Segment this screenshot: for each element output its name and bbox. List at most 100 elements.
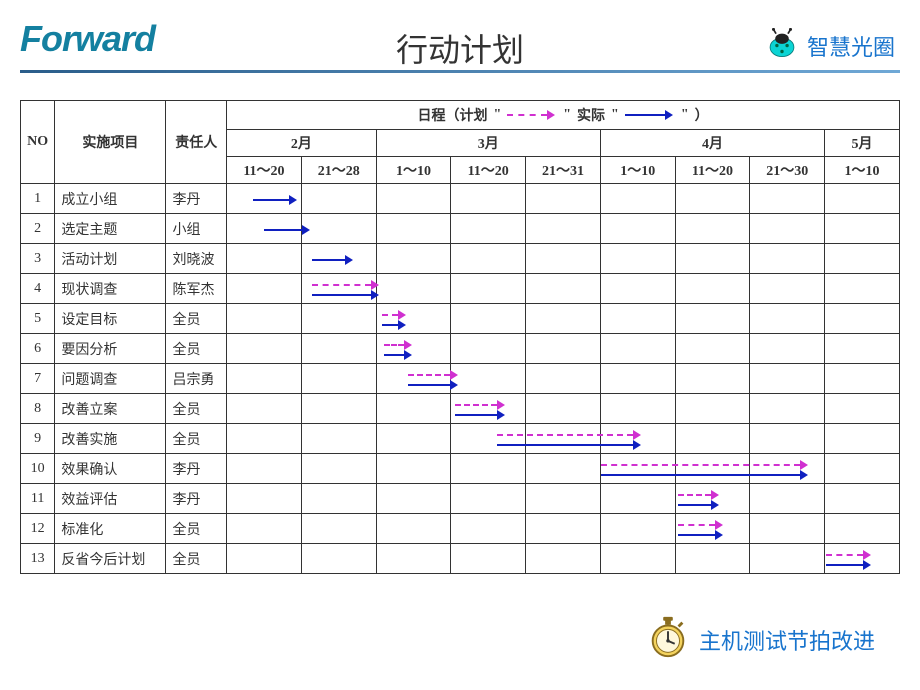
month-header: 4月 bbox=[600, 130, 824, 157]
cell-item: 标准化 bbox=[55, 514, 166, 544]
cell-item: 问题调查 bbox=[55, 364, 166, 394]
schedule-cell bbox=[526, 364, 601, 394]
subperiod-header: 11～20 bbox=[451, 157, 526, 184]
schedule-cell bbox=[227, 484, 302, 514]
footer-text: 主机测试节拍改进 bbox=[699, 624, 875, 656]
schedule-cell bbox=[227, 334, 302, 364]
ladybug-icon bbox=[765, 28, 799, 63]
schedule-cell bbox=[675, 304, 750, 334]
schedule-cell bbox=[675, 364, 750, 394]
schedule-cell bbox=[675, 244, 750, 274]
schedule-table-wrap: NO 实施项目 责任人 日程（计划 " " 实际 " " ） bbox=[20, 100, 900, 574]
table-row: 11效益评估李丹 bbox=[21, 484, 900, 514]
month-header: 3月 bbox=[376, 130, 600, 157]
cell-item: 选定主题 bbox=[55, 214, 166, 244]
schedule-cell bbox=[227, 544, 302, 574]
schedule-cell bbox=[526, 184, 601, 214]
subperiod-header: 11～20 bbox=[675, 157, 750, 184]
schedule-cell bbox=[825, 184, 900, 214]
top-right-badge: 智慧光圈 bbox=[765, 28, 895, 63]
schedule-cell bbox=[301, 394, 376, 424]
schedule-cell bbox=[526, 424, 601, 454]
col-item: 实施项目 bbox=[55, 101, 166, 184]
schedule-cell bbox=[825, 304, 900, 334]
schedule-cell bbox=[526, 544, 601, 574]
schedule-cell bbox=[301, 454, 376, 484]
schedule-cell bbox=[600, 454, 675, 484]
schedule-cell bbox=[301, 484, 376, 514]
table-row: 13反省今后计划全员 bbox=[21, 544, 900, 574]
schedule-cell bbox=[227, 514, 302, 544]
schedule-cell bbox=[526, 484, 601, 514]
cell-item: 活动计划 bbox=[55, 244, 166, 274]
table-row: 3活动计划刘晓波 bbox=[21, 244, 900, 274]
cell-no: 13 bbox=[21, 544, 55, 574]
cell-no: 4 bbox=[21, 274, 55, 304]
schedule-cell bbox=[376, 244, 451, 274]
cell-item: 改善实施 bbox=[55, 424, 166, 454]
schedule-cell bbox=[451, 214, 526, 244]
schedule-cell bbox=[750, 244, 825, 274]
schedule-cell bbox=[301, 274, 376, 304]
schedule-cell bbox=[376, 454, 451, 484]
schedule-cell bbox=[227, 424, 302, 454]
top-right-text: 智慧光圈 bbox=[807, 30, 895, 62]
schedule-cell bbox=[750, 484, 825, 514]
cell-item: 设定目标 bbox=[55, 304, 166, 334]
cell-owner: 全员 bbox=[166, 394, 227, 424]
legend-actual-label: 实际 bbox=[577, 105, 605, 125]
cell-item: 成立小组 bbox=[55, 184, 166, 214]
col-owner: 责任人 bbox=[166, 101, 227, 184]
table-row: 5设定目标全员 bbox=[21, 304, 900, 334]
table-row: 4现状调查陈军杰 bbox=[21, 274, 900, 304]
schedule-cell bbox=[825, 544, 900, 574]
schedule-cell bbox=[825, 454, 900, 484]
schedule-cell bbox=[376, 514, 451, 544]
schedule-cell bbox=[451, 424, 526, 454]
cell-no: 6 bbox=[21, 334, 55, 364]
schedule-cell bbox=[526, 304, 601, 334]
schedule-cell bbox=[301, 214, 376, 244]
cell-no: 3 bbox=[21, 244, 55, 274]
schedule-cell bbox=[227, 184, 302, 214]
schedule-cell bbox=[600, 514, 675, 544]
schedule-cell bbox=[600, 214, 675, 244]
schedule-cell bbox=[451, 484, 526, 514]
cell-item: 现状调查 bbox=[55, 274, 166, 304]
schedule-cell bbox=[451, 184, 526, 214]
schedule-cell bbox=[227, 394, 302, 424]
cell-no: 11 bbox=[21, 484, 55, 514]
subperiod-header: 21～31 bbox=[526, 157, 601, 184]
schedule-cell bbox=[675, 454, 750, 484]
schedule-cell bbox=[675, 484, 750, 514]
schedule-cell bbox=[825, 364, 900, 394]
cell-owner: 李丹 bbox=[166, 184, 227, 214]
schedule-cell bbox=[750, 514, 825, 544]
page-title: 行动计划 bbox=[396, 25, 524, 71]
schedule-cell bbox=[750, 364, 825, 394]
schedule-cell bbox=[376, 394, 451, 424]
schedule-cell bbox=[376, 364, 451, 394]
cell-no: 5 bbox=[21, 304, 55, 334]
cell-no: 12 bbox=[21, 514, 55, 544]
schedule-cell bbox=[600, 184, 675, 214]
schedule-cell bbox=[825, 334, 900, 364]
cell-owner: 全员 bbox=[166, 424, 227, 454]
cell-owner: 李丹 bbox=[166, 454, 227, 484]
cell-no: 2 bbox=[21, 214, 55, 244]
schedule-cell bbox=[750, 334, 825, 364]
schedule-cell bbox=[675, 424, 750, 454]
cell-owner: 全员 bbox=[166, 514, 227, 544]
subperiod-header: 1～10 bbox=[600, 157, 675, 184]
schedule-cell bbox=[600, 304, 675, 334]
schedule-cell bbox=[600, 244, 675, 274]
schedule-cell bbox=[301, 304, 376, 334]
schedule-cell bbox=[301, 184, 376, 214]
cell-owner: 吕宗勇 bbox=[166, 364, 227, 394]
cell-item: 要因分析 bbox=[55, 334, 166, 364]
schedule-cell bbox=[451, 454, 526, 484]
schedule-cell bbox=[825, 394, 900, 424]
schedule-cell bbox=[526, 514, 601, 544]
schedule-cell bbox=[750, 274, 825, 304]
footer: 主机测试节拍改进 bbox=[645, 614, 875, 665]
